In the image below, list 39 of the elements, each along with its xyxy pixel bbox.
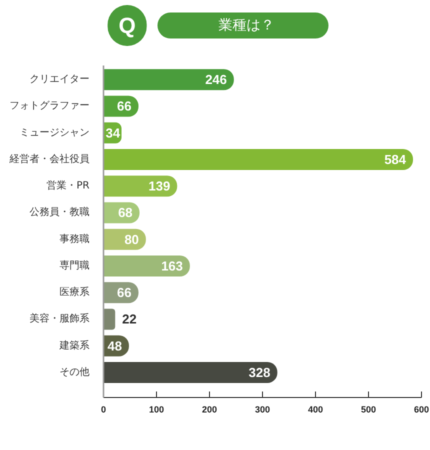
y-tick-label: 営業・PR bbox=[46, 180, 90, 192]
x-tick-label: 100 bbox=[148, 404, 164, 414]
data-label: 163 bbox=[161, 258, 183, 274]
data-label: 246 bbox=[205, 72, 227, 88]
bar bbox=[104, 176, 178, 197]
y-tick-label: 経営者・会社役員 bbox=[8, 152, 90, 165]
y-tick-label: 事務職 bbox=[60, 232, 90, 245]
bar bbox=[104, 308, 116, 330]
data-label: 584 bbox=[384, 152, 407, 167]
bar bbox=[104, 362, 278, 383]
y-tick-label: クリエイター bbox=[30, 74, 90, 86]
y-tick-label: 建築系 bbox=[58, 339, 90, 352]
y-tick-label: フォトグラファー bbox=[10, 100, 90, 112]
data-label: 66 bbox=[117, 98, 132, 114]
x-tick-label: 600 bbox=[414, 404, 430, 414]
x-tick-label: 200 bbox=[202, 404, 218, 414]
data-label: 328 bbox=[248, 364, 270, 380]
data-label: 68 bbox=[118, 205, 133, 220]
chart-title: 業種は？ bbox=[218, 18, 274, 34]
data-label: 139 bbox=[148, 178, 170, 194]
bar bbox=[104, 255, 190, 276]
y-tick-label: 公務員・教職 bbox=[30, 206, 90, 218]
y-tick-label: 専門職 bbox=[60, 259, 90, 272]
data-label: 80 bbox=[124, 232, 139, 247]
data-label: 34 bbox=[106, 125, 121, 140]
x-tick-label: 300 bbox=[254, 404, 270, 414]
bar bbox=[104, 69, 234, 90]
bar bbox=[104, 148, 414, 170]
y-tick-label: その他 bbox=[60, 366, 90, 378]
x-tick-label: 500 bbox=[360, 404, 376, 414]
y-tick-label: ミュージシャン bbox=[20, 127, 90, 138]
data-label: 48 bbox=[107, 338, 122, 354]
data-label: 66 bbox=[117, 285, 132, 300]
text: Q bbox=[118, 13, 136, 38]
y-tick-label: 医療系 bbox=[60, 286, 90, 298]
x-tick-label: 0 bbox=[100, 404, 106, 414]
y-tick-label: 美容・服飾系 bbox=[30, 312, 90, 325]
data-label: 22 bbox=[122, 312, 137, 327]
x-tick-label: 400 bbox=[308, 404, 324, 414]
